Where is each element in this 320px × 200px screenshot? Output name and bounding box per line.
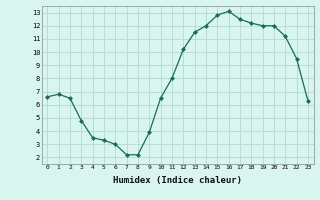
X-axis label: Humidex (Indice chaleur): Humidex (Indice chaleur) <box>113 176 242 185</box>
